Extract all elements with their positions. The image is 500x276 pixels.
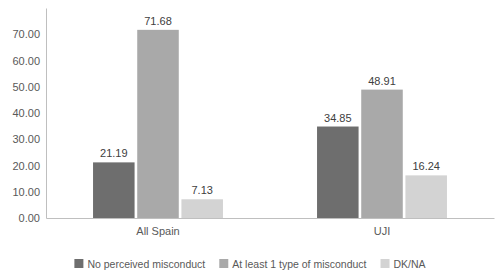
y-tick-label: 40.00 [12,107,40,119]
y-tick-label: 30.00 [12,133,40,145]
bar [181,199,223,218]
bar [137,30,179,218]
bar [361,90,403,218]
data-labels: 21.19 34.85 71.68 48.91 7.13 16.24 [100,15,440,196]
y-tick: 10.00 [12,186,46,198]
y-tick: 30.00 [12,133,46,145]
data-label: 21.19 [100,147,128,159]
x-axis: All Spain UJI [47,218,495,237]
y-tick: 20.00 [12,160,46,172]
y-tick: 60.00 [12,55,46,67]
legend-item: At least 1 type of misconduct [219,258,366,270]
bar [93,162,135,218]
data-label: 7.13 [191,184,212,196]
data-label: 71.68 [144,15,172,27]
x-axis-line [47,218,495,219]
data-label: 48.91 [368,75,396,87]
y-tick-label: 10.00 [12,186,40,198]
y-tick-label: 0.00 [19,212,40,224]
y-axis-line [46,9,47,219]
y-tick: 70.00 [12,28,46,40]
legend-item: DK/NA [381,258,426,270]
x-tick-label: UJI [374,225,391,237]
x-tick-label: All Spain [136,225,179,237]
plot-area: 0.00 10.00 20.00 30.00 40.00 50.00 60.00 70.00 A… [12,9,494,237]
legend-item: No perceived misconduct [74,258,205,270]
bar [405,175,447,218]
y-axis: 0.00 10.00 20.00 30.00 40.00 50.00 60.00 70.00 [12,9,46,225]
y-tick-label: 50.00 [12,81,40,93]
data-label: 34.85 [324,112,352,124]
y-tick-label: 20.00 [12,160,40,172]
bar [317,127,359,218]
chart: 0.00 10.00 20.00 30.00 40.00 50.00 60.00 70.00 A… [0,0,500,276]
x-tick: UJI [374,218,391,237]
y-tick: 0.00 [19,212,46,224]
legend-label: No perceived misconduct [87,258,205,270]
x-tick: All Spain [136,218,179,237]
y-tick: 40.00 [12,107,46,119]
legend-label: DK/NA [394,258,426,270]
legend: No perceived misconduct At least 1 type o… [74,258,425,270]
y-tick-label: 70.00 [12,28,40,40]
y-tick: 50.00 [12,81,46,93]
bars [93,30,447,218]
legend-label: At least 1 type of misconduct [232,258,366,270]
legend-swatch [219,259,228,268]
data-label: 16.24 [412,160,440,172]
y-tick-label: 60.00 [12,55,40,67]
legend-swatch [381,259,390,268]
legend-swatch [74,259,83,268]
